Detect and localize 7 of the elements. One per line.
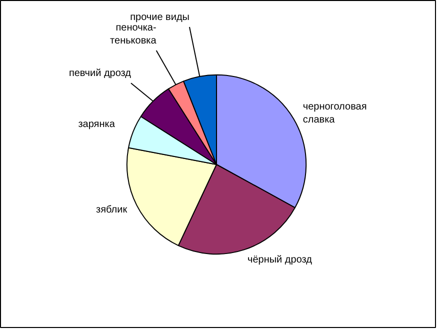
slice-label: зарянка: [78, 118, 116, 130]
slice-label: черноголовая славка: [302, 101, 367, 126]
slice-label: прочие виды: [130, 12, 190, 24]
slice-label: певчий дрозд: [68, 68, 132, 80]
slice-label: зяблик: [96, 204, 128, 216]
slice-label: пеночка-теньковка: [110, 22, 157, 47]
slice-label: чёрный дрозд: [248, 254, 312, 266]
